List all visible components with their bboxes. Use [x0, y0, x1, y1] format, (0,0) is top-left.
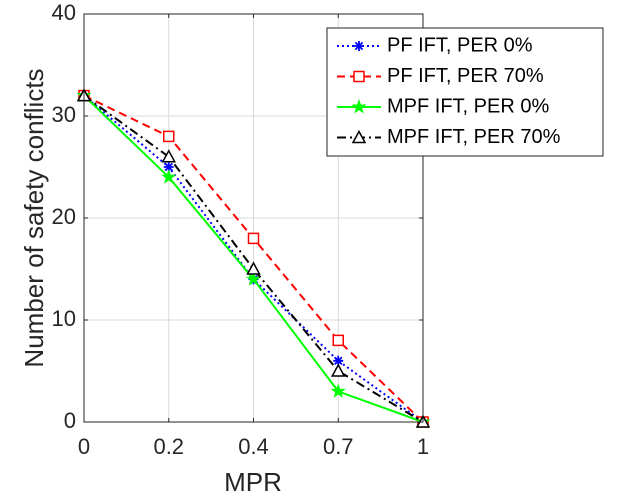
x-tick-label: 0.4: [238, 434, 269, 459]
legend-item: MPF IFT, PER 0%: [337, 95, 549, 117]
star-marker: [351, 98, 367, 114]
legend-label: PF IFT, PER 0%: [387, 34, 533, 56]
legend-item: PF IFT, PER 70%: [337, 65, 544, 87]
square-marker: [332, 334, 344, 347]
triangle-marker: [351, 129, 367, 144]
legend-item: MPF IFT, PER 70%: [337, 126, 561, 148]
y-tick-label: 20: [52, 204, 76, 229]
y-tick-label: 30: [52, 102, 76, 127]
square-marker: [163, 130, 175, 143]
asterisk-marker: [163, 162, 174, 172]
y-axis-label: Number of safety conflicts: [19, 68, 49, 367]
asterisk-marker: [354, 41, 364, 51]
y-tick-label: 40: [52, 0, 76, 25]
x-tick-label: 0: [78, 434, 90, 459]
legend-label: MPF IFT, PER 70%: [387, 126, 561, 148]
series-4: [76, 88, 431, 428]
star-marker: [330, 383, 346, 398]
star-marker: [245, 271, 262, 286]
asterisk-marker: [333, 355, 344, 366]
legend-item: PF IFT, PER 0%: [337, 34, 533, 56]
legend: PF IFT, PER 0% PF IFT, PER 70% MPF IFT, PE…: [326, 27, 604, 157]
x-tick-label: 0.2: [153, 434, 184, 459]
square-marker: [353, 70, 365, 83]
legend-label: MPF IFT, PER 0%: [387, 95, 549, 117]
star-marker: [161, 169, 177, 184]
y-tick-label: 0: [64, 408, 76, 433]
x-tick-label: 1: [417, 434, 429, 459]
square-marker: [247, 232, 260, 245]
legend-label: PF IFT, PER 70%: [387, 65, 544, 87]
triangle-marker: [246, 261, 261, 275]
y-tick-label: 10: [52, 306, 76, 331]
x-axis-label: MPR: [224, 467, 282, 497]
triangle-marker: [330, 363, 346, 377]
x-tick-label: 0.7: [323, 434, 354, 459]
legend-box: [326, 27, 604, 157]
triangle-marker: [161, 149, 177, 163]
